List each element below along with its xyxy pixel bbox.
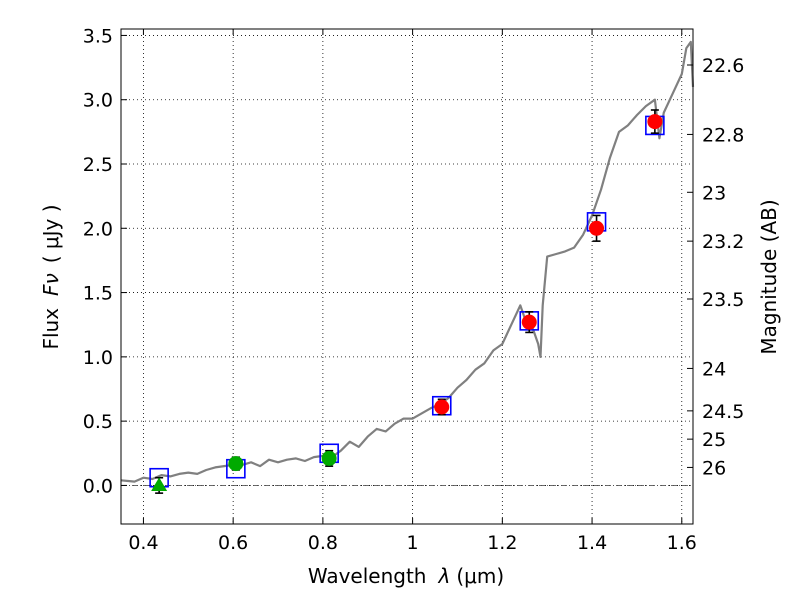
y-axis-label-symbol: Fν [39, 273, 63, 296]
x-tick-label: 1 [407, 532, 419, 554]
y2-tick-label: 22.6 [702, 55, 744, 77]
observed-ir-point [434, 399, 450, 415]
observed-ir-point [589, 220, 605, 236]
x-tick-label: 1.4 [577, 532, 607, 554]
data-markers [149, 109, 665, 494]
y-tick-label: 0.5 [83, 411, 113, 433]
plot-frame [120, 28, 694, 525]
y-tick-label: 1.0 [83, 347, 113, 369]
x-axis-label: Wavelength λ (μm) [308, 564, 504, 588]
y2-tick-label: 23.2 [702, 231, 744, 253]
x-tick-label: 0.8 [308, 532, 338, 554]
y-tick-label: 2.0 [83, 218, 113, 240]
y2-tick-label: 23 [702, 182, 726, 204]
y-tick-label: 1.5 [83, 283, 113, 305]
y-axis-label: Flux Fν ( μJy ) [39, 204, 63, 349]
y2-tick-label: 24 [702, 358, 726, 380]
y2-tick-label: 22.8 [702, 124, 744, 146]
y2-tick-label: 24.5 [702, 401, 744, 423]
observed-ir-point [521, 314, 537, 330]
y-tick-label: 0.0 [83, 475, 113, 497]
x-tick-label: 0.6 [218, 532, 248, 554]
y-tick-label: 2.5 [83, 154, 113, 176]
y2-axis-label: Magnitude (AB) [757, 199, 781, 354]
x-axis-label-unit: (μm) [456, 564, 504, 588]
observed-optical-point [321, 450, 337, 466]
x-tick-label: 1.2 [487, 532, 517, 554]
observed-optical-point [228, 456, 244, 472]
y2-tick-label: 26 [702, 457, 726, 479]
x-axis-label-symbol: λ [438, 564, 451, 588]
y-axis-label-text: Flux [39, 308, 63, 350]
y-tick-label: 3.5 [83, 25, 113, 47]
axis-ticks [121, 29, 693, 524]
y-tick-label: 3.0 [83, 90, 113, 112]
y2-tick-label: 23.5 [702, 289, 744, 311]
x-tick-label: 0.4 [128, 532, 158, 554]
x-tick-label: 1.6 [667, 532, 697, 554]
y-axis-label-unit: ( μJy ) [39, 204, 63, 263]
axis-labels: 0.4 0.6 0.8 1 1.2 1.4 1.6 0.0 0.5 1.0 1.5 2.0 2.5 3.0… [83, 25, 745, 554]
upper-limit-triangle [151, 477, 168, 492]
x-axis-label-text: Wavelength [308, 564, 427, 588]
observed-ir-point [647, 114, 663, 130]
y2-tick-label: 25 [702, 429, 726, 451]
